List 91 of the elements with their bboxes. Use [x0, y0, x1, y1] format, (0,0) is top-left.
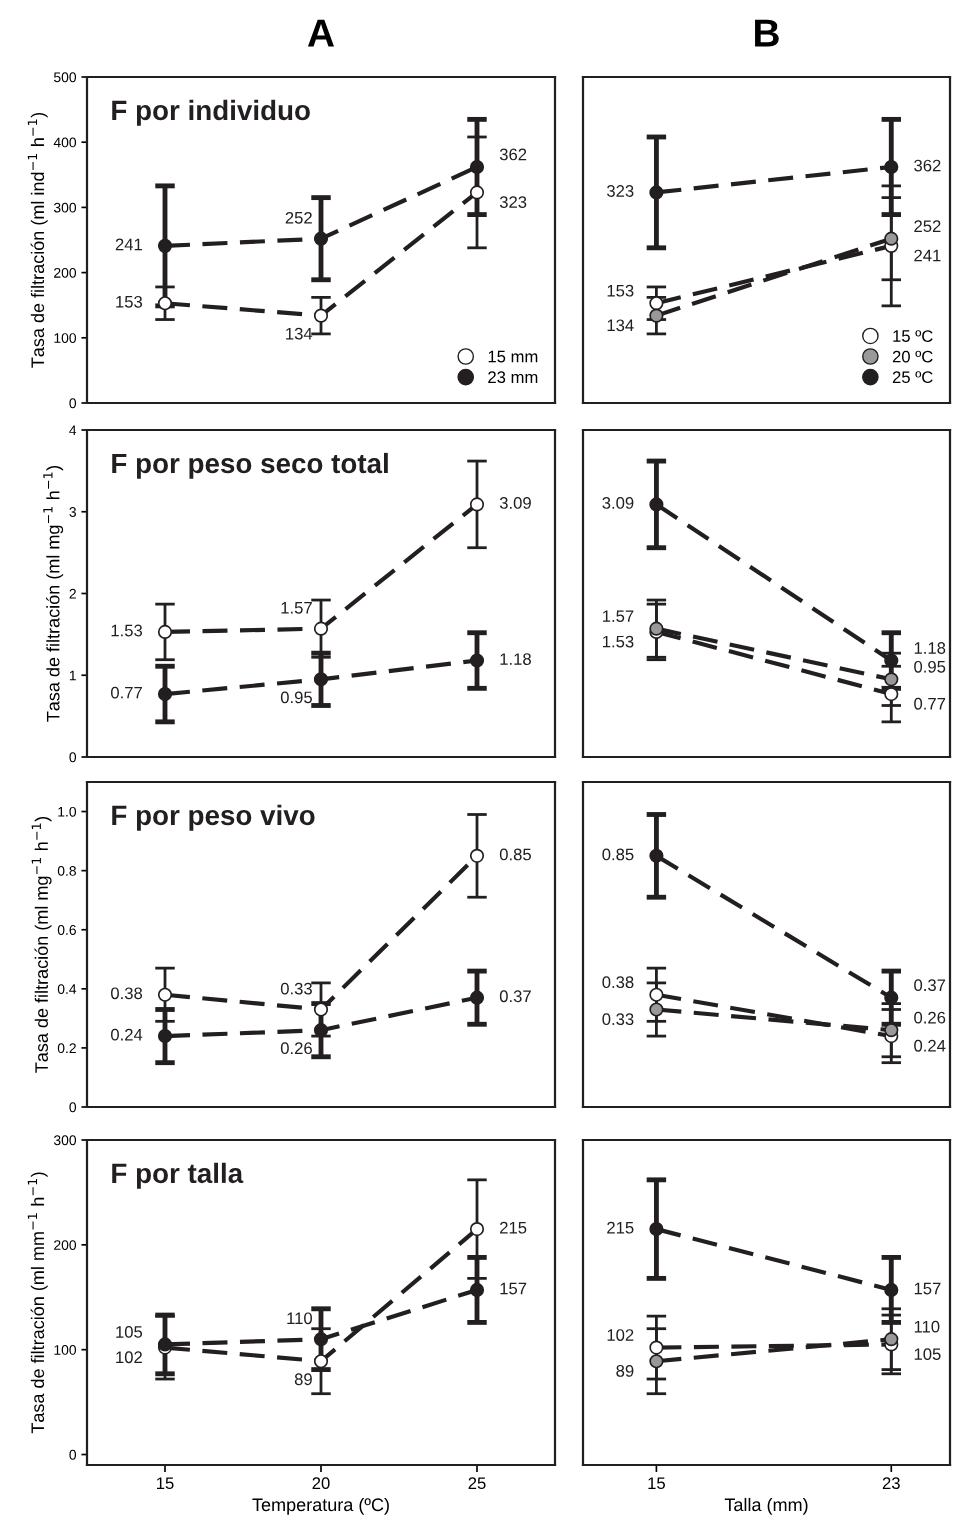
data-label: 134: [286, 327, 313, 340]
x-tick-label: 15: [157, 1477, 174, 1490]
data-label: 0.26: [280, 1042, 312, 1055]
data-label: 1.18: [500, 653, 531, 666]
y-tick-label: 2: [69, 588, 76, 599]
data-label: 362: [914, 159, 941, 172]
text: F por individuo: [112, 99, 310, 126]
data-label: 0.77: [914, 697, 946, 710]
y-tick-label: 1: [69, 670, 76, 681]
y-tick-label: 300: [53, 202, 77, 213]
data-label: 3.09: [499, 497, 531, 509]
data-label: 323: [607, 185, 634, 197]
x-tick-label: 25: [468, 1477, 486, 1490]
data-label: 110: [287, 1312, 313, 1325]
data-label: 89: [616, 1364, 634, 1377]
data-label: 0.37: [499, 990, 531, 1003]
y-tick-label: 500: [53, 72, 77, 83]
data-label: 1.57: [603, 610, 634, 623]
data-label: 215: [607, 1221, 634, 1234]
chart-title: B: [755, 19, 779, 47]
text: F por peso seco total: [112, 452, 388, 479]
data-label: 1.53: [111, 624, 143, 637]
data-label: 0.24: [110, 1028, 143, 1041]
data-label: 323: [499, 196, 527, 208]
data-label: 157: [914, 1282, 941, 1295]
data-label: 134: [607, 319, 634, 332]
y-tick-label: 100: [54, 333, 77, 343]
y-tick-label: 400: [53, 137, 77, 148]
x-axis-title: Talla (mm): [724, 1497, 808, 1515]
data-label: 89: [294, 1373, 312, 1386]
data-label: 241: [115, 238, 142, 251]
data-label: 102: [607, 1329, 634, 1341]
data-label: 105: [914, 1348, 941, 1361]
data-label: 0.24: [914, 1039, 946, 1052]
data-label: 102: [116, 1351, 142, 1364]
data-label: 241: [914, 249, 941, 262]
data-label: 0.85: [602, 848, 634, 861]
y-tick-label: 200: [54, 267, 77, 278]
data-label: 0.77: [110, 686, 142, 699]
y-axis-title: Tasa de filtración (ml mm$^{−1}$ h$^{−1}$): [27, 1172, 48, 1434]
data-label: 0.38: [602, 976, 634, 989]
y-axis-title: Tasa de filtración (ml mg$^{−1}$ h$^{−1}$): [31, 817, 52, 1073]
data-label: 153: [607, 284, 634, 297]
legend-label: 15 mm: [488, 350, 538, 363]
data-label: 1.53: [603, 635, 634, 648]
data-label: 1.18: [914, 642, 946, 654]
data-label: 105: [116, 1326, 143, 1338]
data-label: 252: [285, 211, 312, 224]
data-label: 157: [500, 1282, 527, 1295]
data-label: 0.33: [280, 982, 312, 995]
data-label: 0.37: [914, 979, 946, 992]
x-tick-label: 20: [312, 1477, 330, 1490]
data-label: 0.85: [499, 848, 531, 861]
data-label: 0.95: [914, 660, 946, 673]
y-tick-label: 0.4: [57, 984, 77, 994]
data-label: 1.57: [281, 602, 312, 614]
x-axis-title: Temperatura (ºC): [252, 1497, 389, 1515]
data-label: 3.09: [602, 497, 634, 509]
y-tick-label: 0.8: [57, 865, 76, 876]
y-tick-label: 1.0: [58, 806, 77, 817]
y-tick-label: 100: [54, 1345, 77, 1355]
y-tick-label: 0: [69, 398, 77, 409]
y-tick-label: 0.6: [57, 925, 76, 935]
y-tick-label: 0: [69, 1102, 77, 1113]
data-label: 0.33: [602, 1013, 634, 1026]
x-tick-label: 23: [882, 1477, 900, 1490]
legend-label: 25 ºC: [892, 371, 933, 384]
y-tick-label: 0: [69, 752, 77, 763]
data-label: 153: [116, 295, 143, 308]
y-tick-label: 3: [69, 507, 76, 517]
data-label: 215: [500, 1221, 527, 1234]
y-tick-label: 0.2: [57, 1043, 76, 1054]
legend-label: 23 mm: [488, 371, 538, 384]
data-label: 0.38: [110, 987, 143, 1000]
legend-label: 15 ºC: [893, 330, 933, 342]
y-tick-label: 200: [54, 1240, 77, 1251]
y-tick-label: 0: [69, 1449, 77, 1460]
text: F por talla: [112, 1162, 244, 1189]
chart-title: A: [307, 19, 335, 47]
y-tick-label: 4: [69, 425, 77, 436]
y-tick-label: 300: [53, 1135, 77, 1146]
data-label: 110: [914, 1320, 940, 1333]
x-tick-label: 15: [648, 1477, 665, 1490]
y-axis-title: Tasa de filtración (ml mg$^{−1}$ h$^{−1}$): [43, 466, 64, 722]
data-label: 0.95: [280, 691, 312, 704]
legend-label: 20 ºC: [892, 350, 933, 363]
data-label: 0.26: [914, 1011, 946, 1024]
text: F por peso vivo: [112, 804, 315, 831]
y-axis-title: Tasa de filtración (ml ind$^{−1}$ h$^{−1}$): [27, 112, 48, 368]
data-label: 362: [499, 148, 527, 161]
data-label: 252: [914, 220, 941, 233]
